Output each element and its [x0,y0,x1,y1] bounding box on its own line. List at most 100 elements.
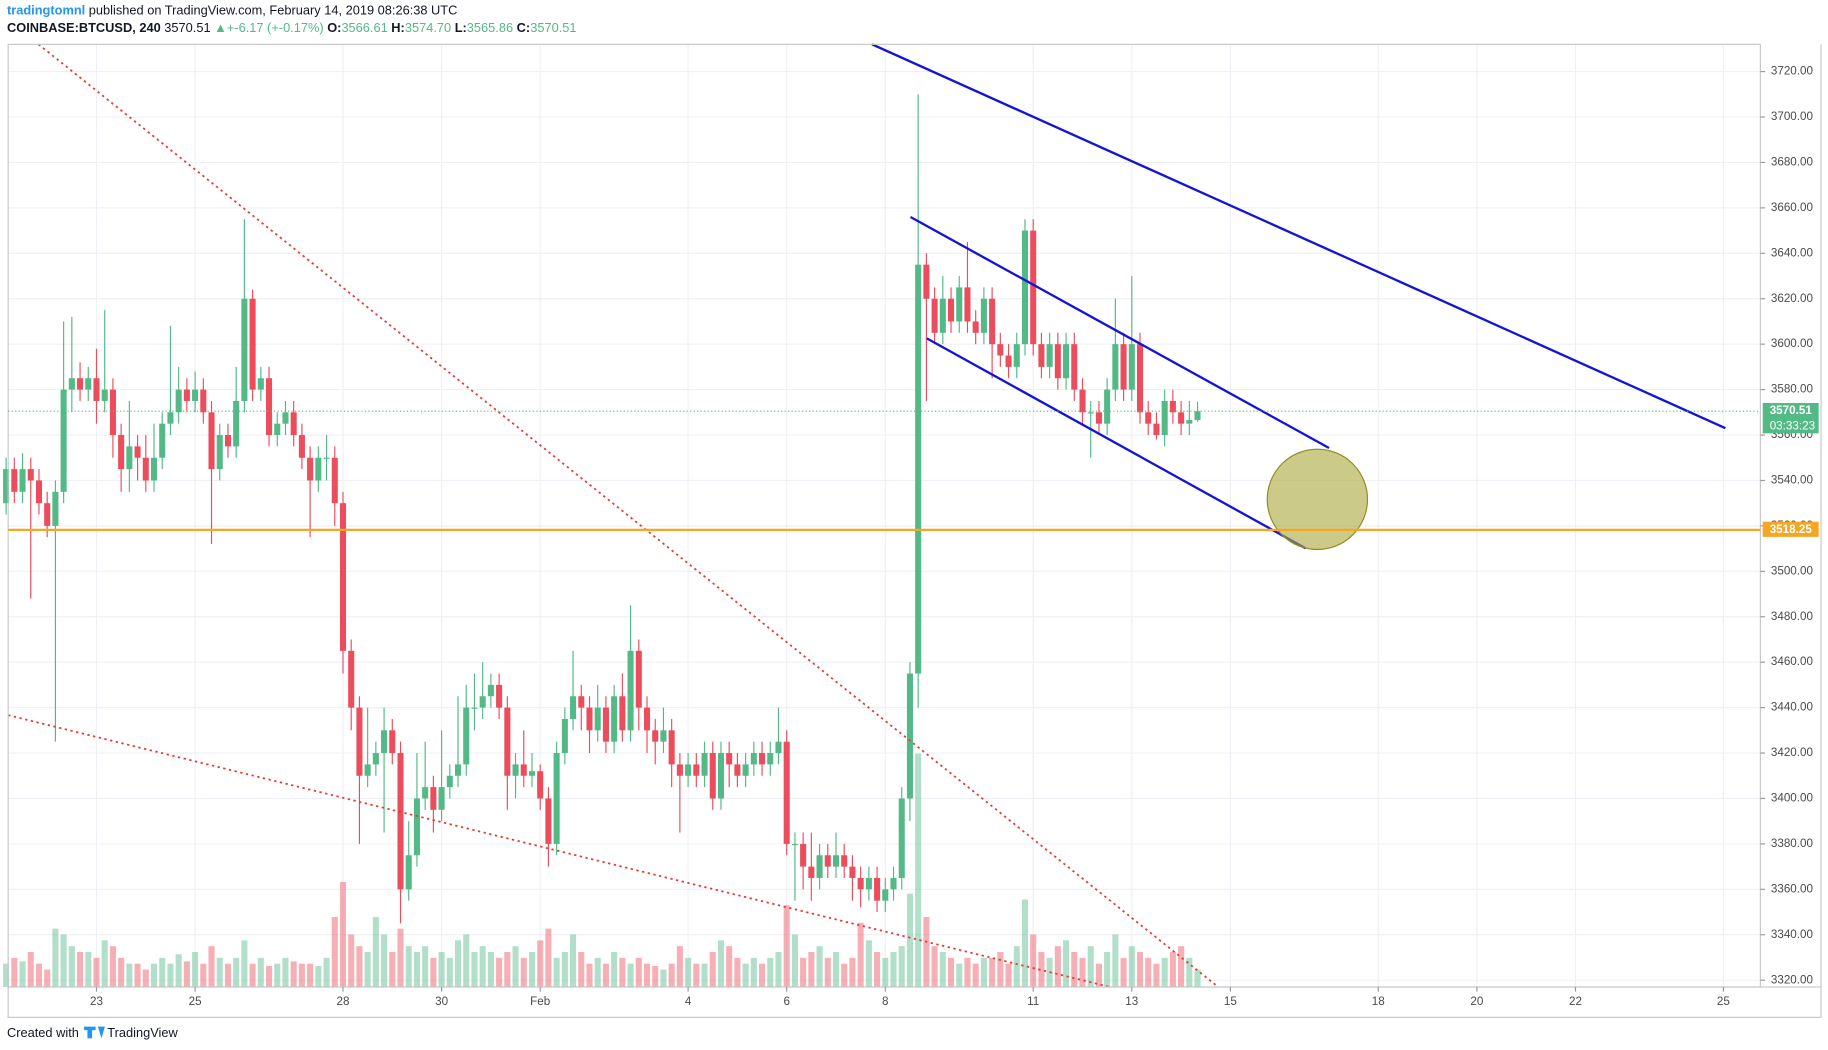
candle-body [142,457,149,481]
volume-bar [1153,963,1160,987]
y-tick-label: 3340.00 [1771,928,1814,941]
volume-bar [487,952,494,987]
volume-bar [1013,946,1020,987]
candle-body [660,730,667,742]
header-line: tradingtomnl published on TradingView.co… [7,3,457,18]
volume-bar [635,957,642,987]
candle-body [594,707,601,731]
volume-bar [183,961,190,987]
candle-body [183,389,190,401]
candle-body [520,764,527,776]
candle-body [77,378,84,390]
x-tick-label: 13 [1125,995,1138,1008]
volume-bar [561,952,568,987]
candle-body [750,753,757,765]
candle-body [857,877,864,890]
countdown: 03:33:23 [1770,419,1815,432]
volume-bar [652,966,659,987]
volume-bar [479,946,486,987]
candle-body [586,707,593,731]
volume-bar [520,957,527,987]
volume-bar [1095,963,1102,987]
candle-body [948,298,955,322]
volume-bar [808,952,815,987]
candles [3,94,1201,924]
volume-bar [972,963,979,987]
candle-body [60,389,67,492]
candle-body [224,435,231,447]
volume-bar [660,969,667,987]
volume-bar [750,957,757,987]
candle-body [315,457,322,481]
channel-line [909,215,1330,450]
volume-bar [857,922,864,987]
candle-body [44,503,51,526]
y-tick-label: 3440.00 [1771,701,1814,714]
candle-body [446,775,453,788]
y-tick-label: 3700.00 [1771,110,1814,123]
volume-bar [1021,899,1029,987]
volume-bar [241,940,248,987]
candle-body [545,798,552,844]
time-axis [7,986,1822,1018]
volume-bar [1104,952,1111,987]
candle-body [931,298,938,333]
volume-bar [150,963,158,987]
candle-body [413,798,420,856]
x-tick-label: 6 [783,995,789,1008]
volume-bar [759,963,766,987]
price-tag-label: 3518.25 [1770,523,1813,536]
volume-bar [389,952,396,987]
candle-body [323,457,330,459]
candle-body [249,298,256,390]
volume-bar [1186,957,1193,987]
volume-bar [742,963,749,987]
candle-body [1128,344,1135,390]
candle-body [906,673,913,799]
candle-body [126,446,133,470]
volume-bar [200,963,207,987]
y-tick-label: 3480.00 [1771,610,1814,623]
target-circle [1266,448,1369,551]
x-tick-label: 25 [1717,995,1730,1008]
volume-bar [980,957,987,987]
volume-bar [964,957,971,987]
candle-body [1112,344,1119,390]
volume-bar [1038,952,1045,987]
candle-body [298,435,305,458]
volume-bar [339,882,347,987]
price-tag [1762,402,1819,434]
candle-body [348,650,355,708]
y-tick-label: 3320.00 [1771,973,1814,986]
candle-body [27,469,34,481]
last: 3570.51 [164,21,210,36]
volume-bar [1161,957,1168,987]
candle-body [167,412,174,424]
volume-bar [430,957,437,987]
candle-body [381,730,388,754]
grid [8,44,1761,988]
candle-body [923,264,930,299]
candle-body [972,321,979,333]
volume-bar [216,957,223,987]
candle-body [150,457,158,481]
volume-bar [1169,952,1176,987]
candle-body [898,798,905,878]
user[interactable]: tradingtomnl [7,3,85,18]
candle-body [307,457,314,481]
volume-bar [35,963,43,987]
h-value: 3574.70 [405,21,451,36]
volume-bar [413,952,420,987]
candle-body [602,707,609,742]
volume-bar [832,952,840,987]
footer-brand[interactable]: TradingView [107,1025,178,1040]
candle-body [832,855,840,867]
candle-body [1095,412,1102,424]
volume-bar [60,934,67,987]
volume-bar [890,952,897,987]
volume-bar [685,957,692,987]
volume-bar [298,963,305,987]
volume-bar [381,934,388,987]
candle-body [1087,412,1094,414]
candle-body [479,696,486,708]
